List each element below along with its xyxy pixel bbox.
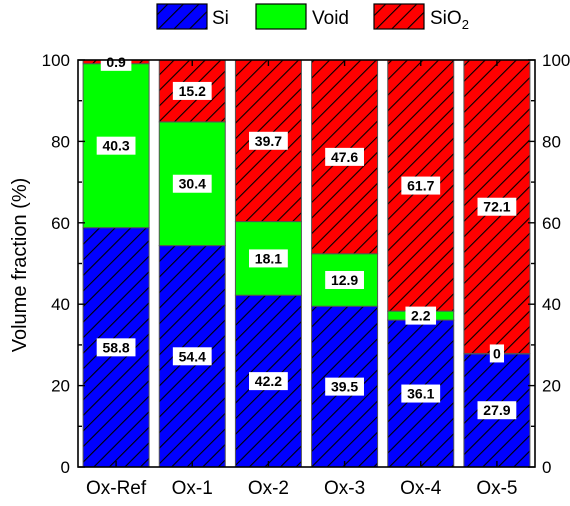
data-label-text: 0.9: [106, 54, 126, 70]
data-label-si-ox-1: 54.4: [172, 347, 212, 366]
y-axis-title: Volume fraction (%): [9, 178, 31, 353]
legend-item-si: Si: [156, 3, 229, 30]
data-label-box: [96, 338, 136, 357]
y-tick-label-right-100: 100: [542, 51, 570, 70]
data-label-text: 18.1: [255, 250, 282, 266]
y-tick-label-left-0: 0: [61, 458, 70, 477]
data-labels-layer: 58.8 40.3 0.9 54.4 30.4 15.2 42.2 18.1 39.7 39.5 1…: [96, 52, 517, 420]
y-tick-label-left-60: 60: [51, 214, 70, 233]
data-label-text: 0: [493, 345, 501, 361]
y-tick-label-left-100: 100: [42, 51, 70, 70]
data-label-text: 2.2: [411, 308, 431, 324]
data-label-text: 15.2: [179, 83, 206, 99]
data-label-box: [96, 136, 136, 155]
data-label-text: 30.4: [179, 176, 206, 192]
y-tick-label-left-40: 40: [51, 295, 70, 314]
data-label-box: [172, 174, 212, 193]
data-label-sio2-ox-3: 47.6: [325, 147, 364, 166]
data-label-text: 42.2: [255, 373, 282, 389]
data-label-sio2-ox-1: 15.2: [172, 81, 212, 100]
data-label-box: [249, 249, 288, 268]
plot-frame: [77, 59, 536, 468]
legend-swatch-sio2: [373, 3, 425, 30]
data-label-si-ox-ref: 58.8: [96, 338, 136, 357]
data-label-text: 54.4: [179, 348, 206, 364]
legend-label-si: Si: [212, 8, 229, 29]
legend-item-sio2: SiO2: [373, 3, 469, 32]
data-label-si-ox-4: 36.1: [401, 384, 441, 403]
y-tick-label-right-80: 80: [542, 132, 561, 151]
legend: Si Void SiO2: [156, 3, 469, 32]
data-label-text: 61.7: [407, 178, 434, 194]
y-tick-label-right-20: 20: [542, 377, 561, 396]
data-label-sio2-ox-4: 61.7: [401, 176, 441, 195]
data-label-text: 58.8: [102, 339, 129, 355]
data-label-void-ox-1: 30.4: [172, 174, 212, 193]
data-label-text: 39.5: [331, 379, 358, 395]
data-label-text: 12.9: [331, 272, 358, 288]
data-label-box: [325, 377, 364, 396]
data-label-si-ox-2: 42.2: [249, 372, 288, 391]
data-label-sio2-ox-5: 72.1: [477, 197, 517, 216]
data-label-box: [172, 81, 212, 100]
x-tick-label-ox-ref: Ox-Ref: [86, 478, 147, 499]
data-label-text: 36.1: [407, 386, 434, 402]
data-label-box: [401, 384, 441, 403]
legend-swatch-si: [156, 3, 208, 30]
x-tick-label-ox-5: Ox-5: [476, 478, 517, 499]
y-tick-label-right-60: 60: [542, 214, 561, 233]
x-tick-label-ox-1: Ox-1: [172, 478, 213, 499]
legend-label-void: Void: [312, 8, 349, 29]
axes-layer: Ox-Ref Ox-1 Ox-2 Ox-3 Ox-4 Ox-5 0 0 20 20 40 40 60 60…: [42, 51, 570, 499]
y-tick-label-right-40: 40: [542, 295, 561, 314]
legend-label-sio2: SiO2: [430, 8, 469, 32]
data-label-box: [405, 306, 437, 325]
y-tick-label-right-0: 0: [542, 458, 551, 477]
legend-swatch-void: [255, 3, 307, 30]
data-label-text: 39.7: [255, 133, 282, 149]
data-label-void-ox-4: 2.2: [405, 306, 437, 325]
data-label-sio2-ox-2: 39.7: [249, 131, 288, 150]
data-label-box: [249, 131, 288, 150]
data-label-void-ox-3: 12.9: [325, 270, 364, 289]
data-label-box: [100, 52, 132, 71]
data-label-box: [401, 176, 441, 195]
x-tick-label-ox-3: Ox-3: [324, 478, 365, 499]
legend-item-void: Void: [255, 3, 349, 30]
data-label-void-ox-5: 0: [489, 344, 505, 363]
data-label-text: 27.9: [483, 402, 510, 418]
data-label-void-ox-2: 18.1: [249, 249, 288, 268]
data-label-void-ox-ref: 40.3: [96, 136, 136, 155]
data-label-text: 47.6: [331, 149, 358, 165]
x-tick-label-ox-2: Ox-2: [248, 478, 289, 499]
data-label-box: [489, 344, 505, 363]
bars-layer: [82, 59, 531, 468]
y-tick-label-left-80: 80: [51, 132, 70, 151]
data-label-box: [477, 197, 517, 216]
data-label-sio2-ox-ref: 0.9: [100, 52, 132, 71]
data-label-text: 40.3: [102, 138, 129, 154]
data-label-box: [172, 347, 212, 366]
y-tick-label-left-20: 20: [51, 377, 70, 396]
data-label-box: [477, 401, 517, 420]
data-label-box: [325, 147, 364, 166]
data-label-si-ox-3: 39.5: [325, 377, 364, 396]
data-label-box: [325, 270, 364, 289]
data-label-text: 72.1: [483, 199, 510, 215]
data-label-si-ox-5: 27.9: [477, 401, 517, 420]
data-label-box: [249, 372, 288, 391]
x-tick-label-ox-4: Ox-4: [400, 478, 442, 499]
